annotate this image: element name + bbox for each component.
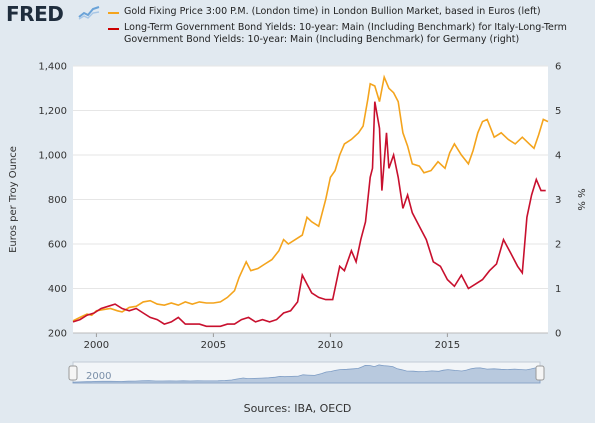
right-axis-ticks: 0 1 2 3 4 5 6 [555,62,561,340]
x-axis-ticks: 2000 2005 2010 2015 [73,332,548,351]
right-axis-label: % % [575,188,586,210]
left-axis-label: Euros per Troy Ounce [8,146,19,253]
right-tick-label: 3 [555,195,561,206]
left-tick-label: 400 [48,284,67,295]
left-axis-ticks: 200 400 600 800 1,000 1,200 1,400 [38,62,67,340]
left-tick-label: 1,000 [38,151,67,162]
navigator-label: 2000 [86,371,111,382]
left-tick-label: 200 [48,329,67,340]
x-tick-label: 2005 [201,340,226,351]
fred-logo[interactable]: FRED [6,2,64,26]
navigator-handle-left[interactable] [68,365,78,381]
right-tick-label: 0 [555,329,561,340]
navigator-handle-right[interactable] [535,365,545,381]
left-tick-label: 600 [48,240,67,251]
gold-series-line [72,74,549,322]
sources-note: Sources: IBA, OECD [243,402,352,415]
navigator-area [72,364,541,384]
range-navigator[interactable]: 2000 [68,361,545,384]
spread-legend-label[interactable]: Long-Term Government Bond Yields: 10-yea… [124,22,567,45]
right-tick-label: 5 [555,106,561,117]
right-tick-label: 6 [555,62,561,73]
spread-legend-swatch [108,28,119,30]
left-tick-label: 1,200 [38,106,67,117]
gold-legend-label[interactable]: Gold Fixing Price 3:00 P.M. (London time… [124,6,541,17]
left-tick-label: 1,400 [38,62,67,73]
right-tick-label: 2 [555,240,561,251]
left-tick-label: 800 [48,195,67,206]
right-tick-label: 1 [555,284,561,295]
x-tick-label: 2010 [318,340,343,351]
x-tick-label: 2000 [84,340,109,351]
spread-series-line [72,101,546,328]
right-tick-label: 4 [555,151,561,162]
line-chart-icon [78,6,100,20]
gold-legend-swatch [108,12,119,14]
x-tick-label: 2015 [435,340,460,351]
